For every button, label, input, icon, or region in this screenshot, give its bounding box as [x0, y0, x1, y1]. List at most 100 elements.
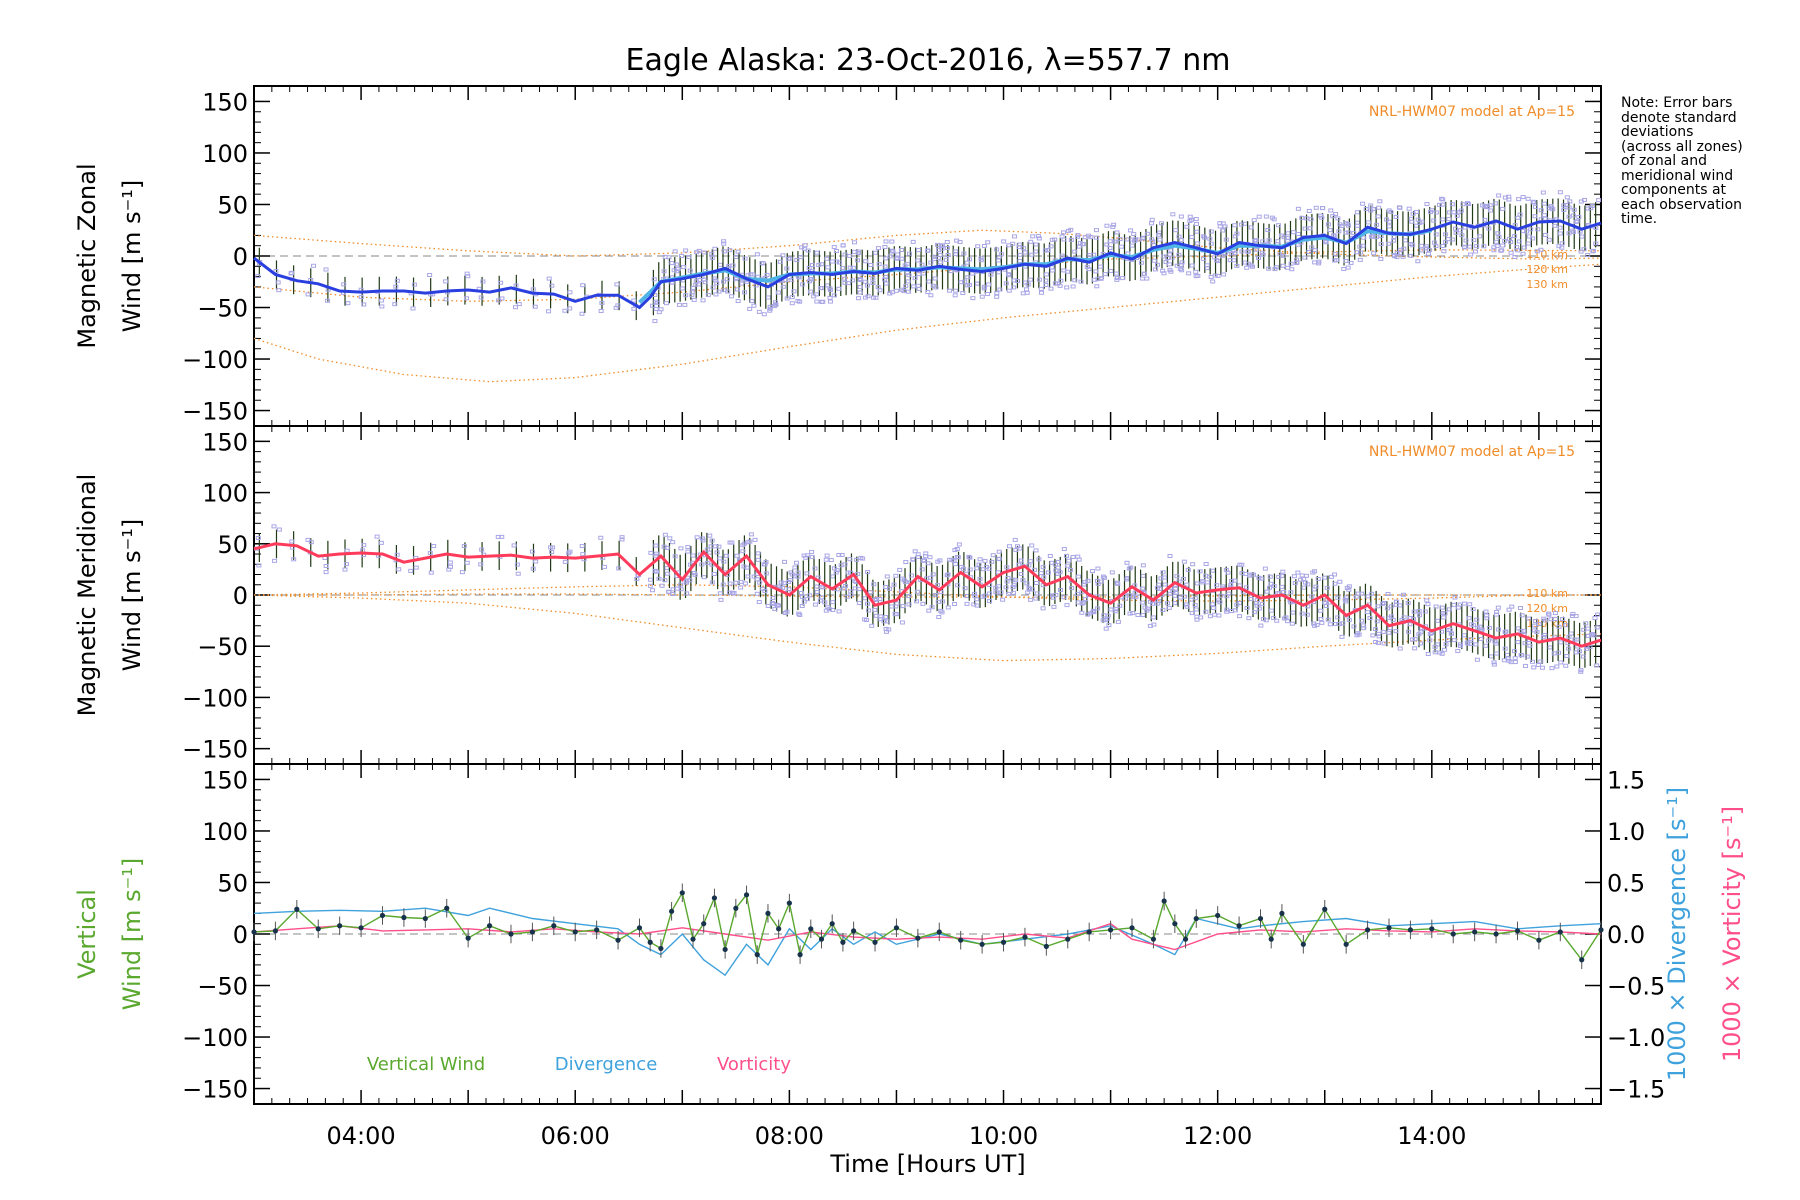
zone-point — [1020, 291, 1026, 296]
zone-point — [769, 600, 775, 605]
zone-point — [1281, 590, 1287, 595]
zone-point — [740, 549, 746, 554]
zone-point — [966, 554, 972, 559]
zone-point — [1151, 258, 1157, 263]
zone-point — [598, 535, 604, 540]
zone-point — [961, 251, 967, 256]
zone-point — [1531, 200, 1537, 205]
zone-point — [1542, 201, 1548, 206]
zone-point — [883, 626, 889, 631]
zone-point — [868, 262, 874, 267]
zone-point — [511, 543, 517, 548]
zone-point — [1318, 213, 1324, 218]
zone-point — [1103, 618, 1109, 623]
zone-point — [1532, 623, 1538, 628]
zone-point — [947, 288, 953, 293]
zone-point — [1360, 201, 1366, 206]
zone-point — [926, 279, 932, 284]
y-tick-label: 50 — [217, 531, 248, 559]
y2-tick-label: 0.5 — [1607, 869, 1645, 897]
zone-point — [1378, 234, 1384, 239]
zone-point — [1052, 562, 1058, 567]
zone-point — [893, 288, 899, 293]
zone-point — [1193, 221, 1199, 226]
zone-point — [945, 572, 951, 577]
zone-point — [1328, 574, 1334, 579]
zone-point — [1133, 595, 1139, 600]
y2-tick-label: 0.0 — [1607, 921, 1645, 949]
zone-point — [1564, 654, 1570, 659]
zone-point — [822, 600, 828, 605]
zone-point — [870, 276, 876, 281]
zone-point — [1142, 271, 1148, 276]
zone-point — [1232, 578, 1238, 583]
zone-point — [701, 250, 707, 255]
zone-point — [1144, 231, 1150, 236]
figure-title: Eagle Alaska: 23-Oct-2016, λ=557.7 nm — [626, 43, 1231, 78]
zone-point — [967, 555, 973, 560]
zone-point — [878, 617, 884, 622]
vertical-wind-line — [253, 890, 1602, 962]
zone-point — [900, 604, 906, 609]
zone-point — [325, 298, 331, 303]
zone-point — [784, 296, 790, 301]
zone-point — [1495, 231, 1501, 236]
zone-point — [962, 586, 968, 591]
vertical-wind-point — [1182, 936, 1189, 942]
zone-point — [977, 557, 983, 562]
zone-point — [1108, 607, 1114, 612]
zone-point — [1244, 605, 1250, 610]
zone-point — [860, 556, 866, 561]
zone-point — [856, 601, 862, 606]
zone-point — [735, 287, 741, 292]
vertical-ylabel-2: Wind [m s⁻¹] — [118, 858, 146, 1010]
zone-point — [1114, 230, 1120, 235]
zone-point — [944, 573, 950, 578]
zone-point — [1499, 206, 1505, 211]
zone-point — [862, 596, 868, 601]
zone-point — [752, 537, 758, 542]
zone-point — [1112, 239, 1118, 244]
zone-point — [865, 570, 871, 575]
zone-point — [873, 295, 879, 300]
zone-point — [1433, 232, 1439, 237]
zone-point — [944, 245, 950, 250]
zone-point — [1512, 255, 1518, 260]
zone-point — [778, 580, 784, 585]
zone-point — [672, 249, 678, 254]
zone-point — [685, 545, 691, 550]
zone-point — [1521, 628, 1527, 633]
zone-point — [874, 596, 880, 601]
x-tick-label: 08:00 — [755, 1122, 824, 1150]
zone-point — [1578, 668, 1584, 673]
zone-point — [1588, 632, 1594, 637]
zone-point — [893, 573, 899, 578]
zone-point — [943, 257, 949, 262]
x-tick-label: 10:00 — [969, 1122, 1038, 1150]
zone-point — [987, 591, 993, 596]
zone-point — [1263, 214, 1269, 219]
zone-point — [1093, 269, 1099, 274]
zone-point — [1192, 602, 1198, 607]
zone-point — [656, 310, 662, 315]
zone-point — [1275, 223, 1281, 228]
zone-point — [1114, 580, 1120, 585]
zone-point — [1388, 209, 1394, 214]
zone-point — [1539, 665, 1545, 670]
zone-point — [754, 252, 760, 257]
zone-point — [1068, 237, 1074, 242]
zone-point — [675, 267, 681, 272]
zone-point — [1155, 262, 1161, 267]
zone-point — [937, 558, 943, 563]
zone-point — [1380, 629, 1386, 634]
zone-point — [1378, 256, 1384, 261]
zone-point — [839, 265, 845, 270]
zone-point — [683, 293, 689, 298]
zone-point — [792, 565, 798, 570]
zone-point — [842, 252, 848, 257]
zone-point — [691, 297, 697, 302]
y2-tick-label: −1.5 — [1607, 1076, 1665, 1104]
zone-point — [972, 591, 978, 596]
zone-point — [1208, 241, 1214, 246]
zone-point — [1280, 569, 1286, 574]
